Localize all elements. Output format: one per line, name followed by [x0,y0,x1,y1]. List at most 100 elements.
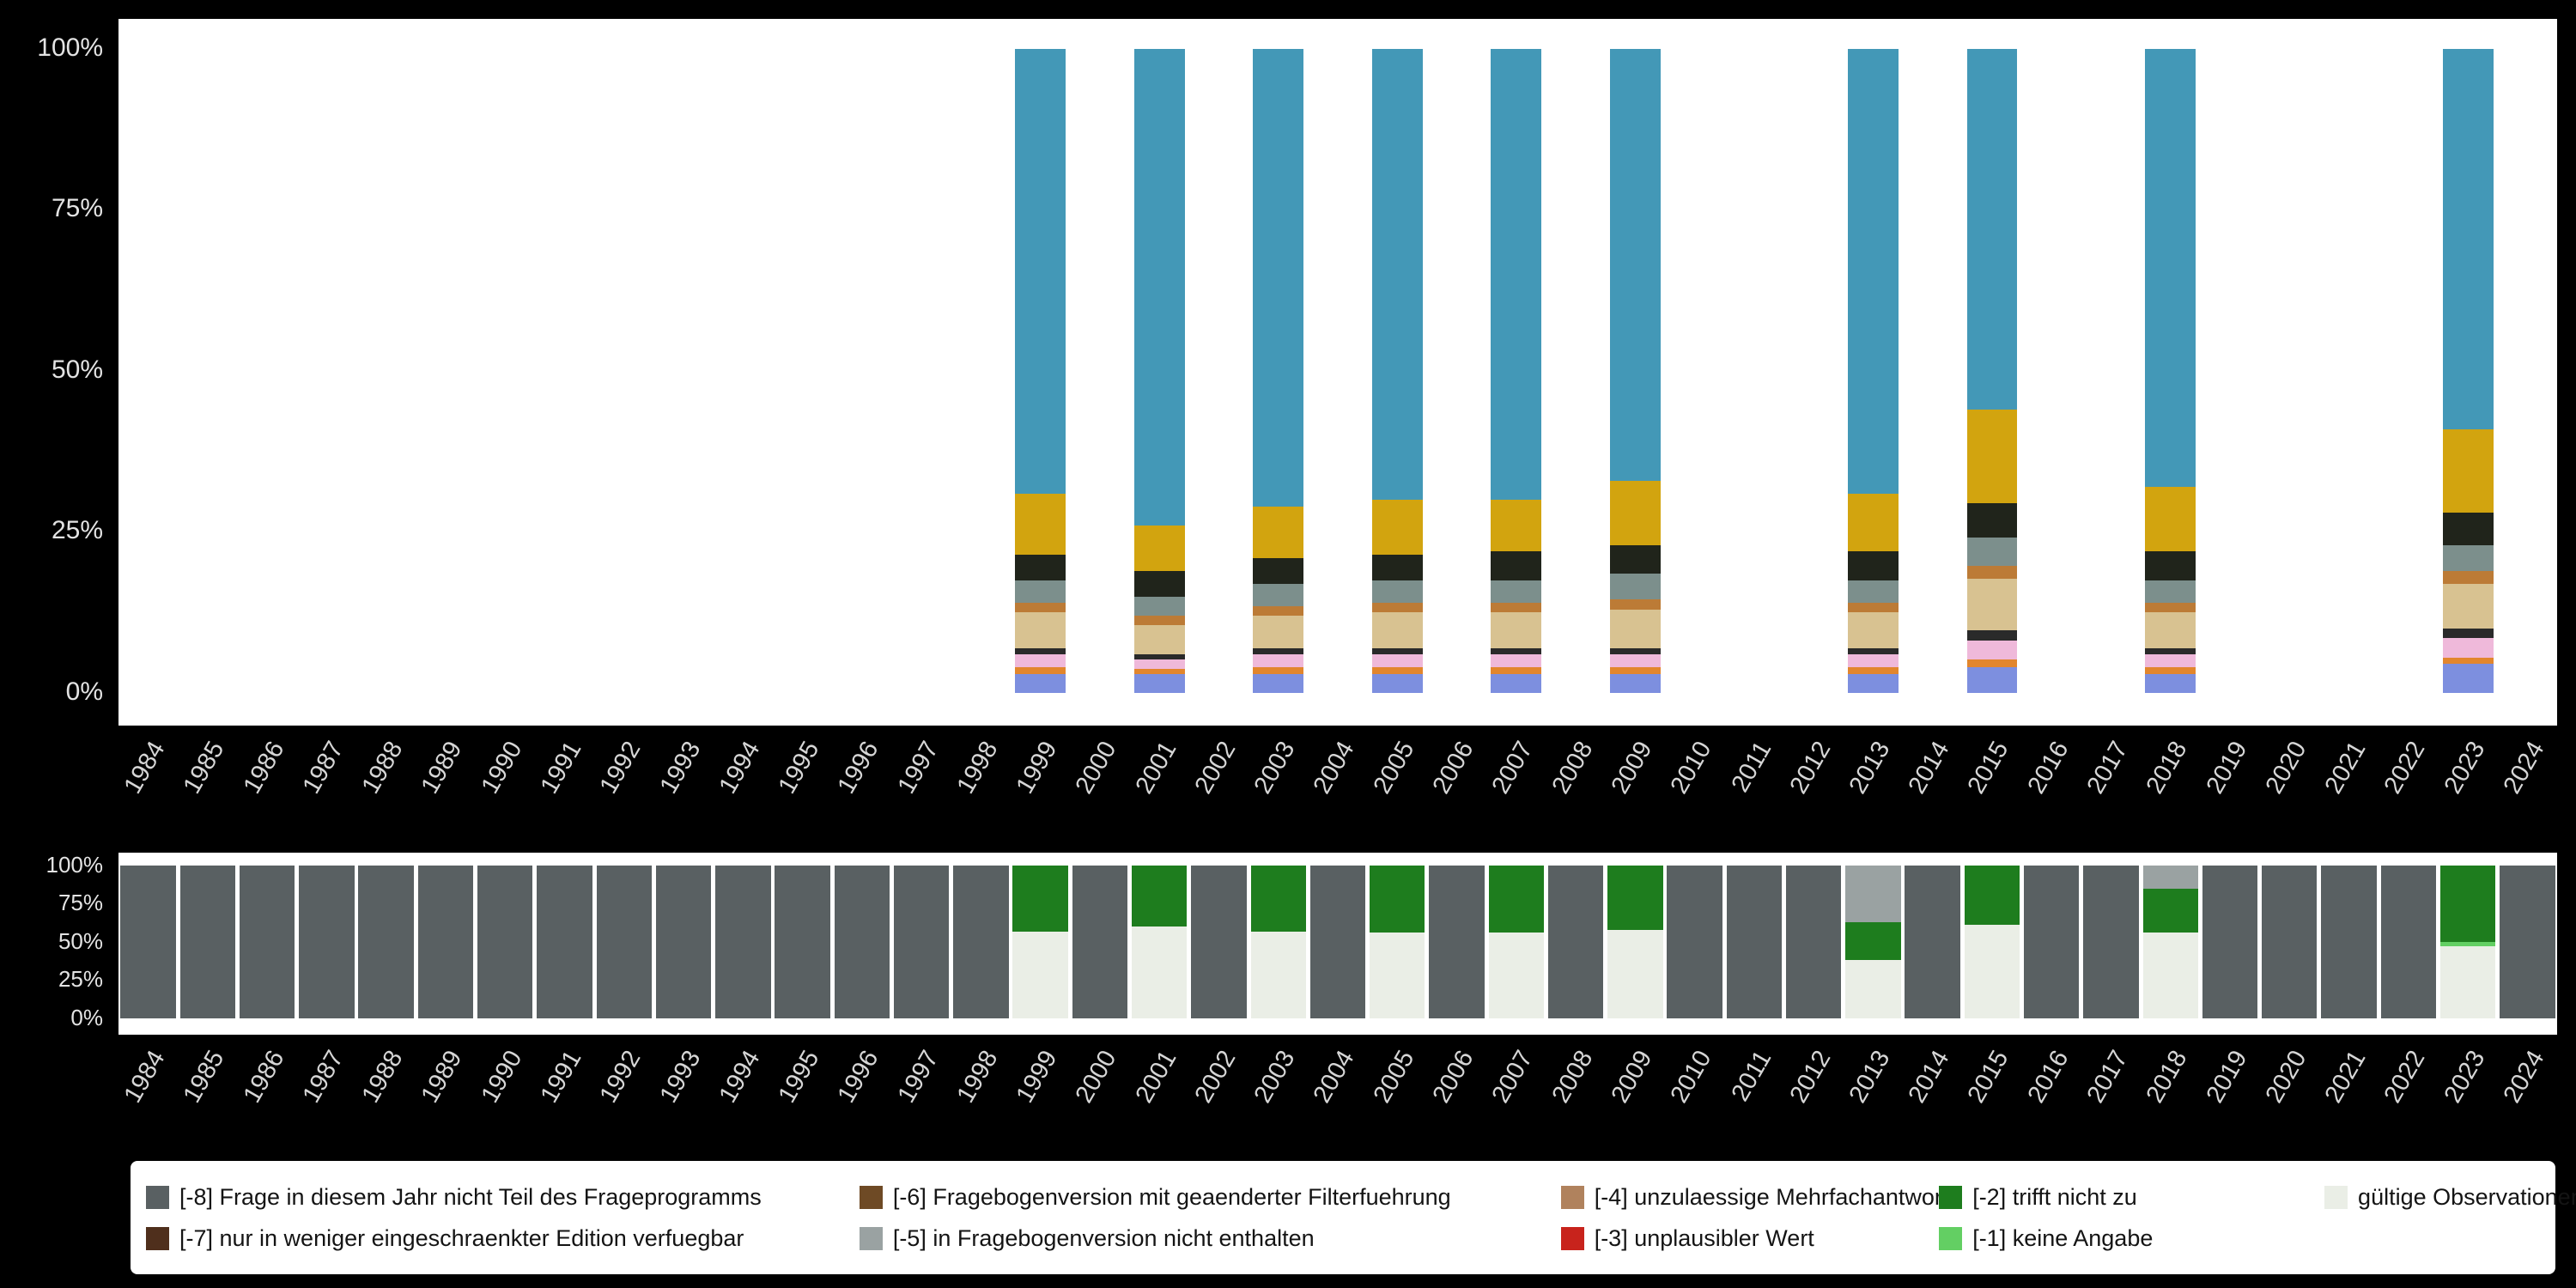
bar-segment-minus8-nicht-teil-frageprogramm [953,866,1009,1018]
x-tick-label: 1996 [832,1046,884,1108]
bar-segment-category-6 [1609,599,1661,610]
bar-segment-minus2-trifft-nicht-zu [1012,866,1068,932]
bar-segment-category-3 [1491,654,1542,667]
x-tick-label: 1988 [356,737,409,799]
x-tick-label: 2013 [1844,1046,1896,1108]
bar-segment-category-6 [1847,603,1899,613]
bar-segment-category-7 [1609,574,1661,600]
bar-segment-minus8-nicht-teil-frageprogramm [1309,866,1366,1018]
bar-segment-minus8-nicht-teil-frageprogramm [1726,866,1783,1018]
bar-segment-category-1 [1015,673,1066,693]
bar-segment-category-8 [1609,544,1661,574]
x-tick-label: 1992 [594,1046,647,1108]
x-tick-label: 2013 [1844,737,1896,799]
legend-swatch-minus2 [1939,1185,1963,1209]
legend-label: [-8] Frage in diesem Jahr nicht Teil des… [179,1183,762,1210]
bar-segment-minus8-nicht-teil-frageprogramm [2380,866,2437,1018]
bar-segment-category-3 [1966,640,2018,659]
bar-segment-category-3 [1371,654,1423,667]
bar-segment-minus1-keine-angabe [2439,942,2496,947]
bar-segment-category-7 [1491,580,1542,603]
y-tick-label: 75% [51,194,103,222]
bar-segment-category-2 [1253,667,1304,674]
x-tick-label: 2009 [1606,737,1658,799]
bar-segment-minus8-nicht-teil-frageprogramm [417,866,474,1018]
bar-segment-minus8-nicht-teil-frageprogramm [1667,866,1722,1018]
legend-swatch-minus7 [146,1226,169,1250]
x-tick-label: 1985 [178,737,230,799]
legend-label: [-5] in Fragebogenversion nicht enthalte… [892,1224,1315,1251]
x-tick-label: 1999 [1011,1046,1063,1108]
bar-segment-gueltige-observationen [1370,933,1425,1018]
bar-segment-minus8-nicht-teil-frageprogramm [893,866,950,1018]
x-tick-label: 1994 [714,1046,766,1108]
bar-segment-category-7 [1015,580,1066,603]
bar-segment-category-1 [1371,673,1423,693]
legend-label: [-3] unplausibler Wert [1594,1224,1814,1251]
legend-item-minus5: [-5] in Fragebogenversion nicht enthalte… [859,1224,1561,1252]
x-tick-label: 1993 [654,737,707,799]
bar-segment-gueltige-observationen [1845,960,1901,1018]
legend-label: [-2] trifft nicht zu [1972,1183,2137,1210]
top-chart-panel [118,19,2557,726]
x-tick-label: 1987 [297,737,349,799]
bar-segment-minus8-nicht-teil-frageprogramm [834,866,890,1018]
bar-segment-minus8-nicht-teil-frageprogramm [1905,866,1960,1018]
bar-segment-category-7 [1966,537,2018,567]
bar-segment-category-2 [1015,667,1066,674]
bar-segment-minus8-nicht-teil-frageprogramm [2024,866,2080,1018]
bar-segment-category-2 [1371,667,1423,674]
bar-segment-minus8-nicht-teil-frageprogramm [1785,866,1842,1018]
y-tick-label: 0% [70,1004,103,1030]
x-tick-label: 1995 [773,1046,825,1108]
bar-segment-category-1 [1253,673,1304,693]
bar-segment-category-10 [1847,49,1899,494]
x-tick-label: 2001 [1130,737,1182,799]
legend-swatch-minus8 [146,1185,169,1209]
bar-segment-category-3 [1253,654,1304,667]
x-tick-label: 2020 [2260,1046,2312,1108]
x-tick-label: 2005 [1368,737,1420,799]
bar-segment-category-10 [1966,49,2018,410]
bar-segment-category-10 [1015,49,1066,494]
bar-segment-category-3 [1133,659,1185,670]
x-tick-label: 1990 [476,737,528,799]
bar-segment-minus8-nicht-teil-frageprogramm [299,866,355,1018]
legend-swatch-minus6 [859,1185,883,1209]
bar-segment-category-10 [1609,49,1661,481]
x-tick-label: 2003 [1249,1046,1301,1108]
bar-segment-minus8-nicht-teil-frageprogramm [715,866,771,1018]
x-tick-label: 1997 [892,737,945,799]
x-tick-label: 2001 [1130,1046,1182,1108]
x-tick-label: 1984 [118,737,171,799]
bar-segment-category-2 [1609,667,1661,674]
bar-segment-category-8 [1015,554,1066,580]
bar-segment-category-5 [1491,612,1542,648]
x-tick-label: 2010 [1665,1046,1717,1108]
x-tick-label: 2011 [1725,737,1777,798]
bar-segment-category-9 [1491,500,1542,551]
x-tick-label: 2007 [1486,737,1539,799]
x-tick-label: 2014 [1903,1046,1955,1108]
x-tick-label: 1991 [535,737,587,799]
bar-segment-minus8-nicht-teil-frageprogramm [775,866,830,1018]
x-tick-label: 2012 [1784,737,1837,799]
x-tick-label: 2010 [1665,737,1717,799]
bottom-chart-y-axis: 100% 75% 50% 25% 0% [0,853,112,1035]
x-tick-label: 2000 [1070,1046,1122,1108]
x-tick-label: 1990 [476,1046,528,1108]
x-tick-label: 2015 [1962,737,2014,799]
bar-segment-gueltige-observationen [2142,933,2198,1018]
x-tick-label: 2008 [1546,737,1599,799]
x-tick-label: 2014 [1903,737,1955,799]
x-tick-label: 2023 [2439,737,2491,799]
top-chart-x-axis: 1984 1985 1986 1987 1988 1989 1990 1991 1992 1993… [118,729,2557,849]
legend-label: [-6] Fragebogenversion mit geaenderter F… [892,1183,1451,1210]
bar-segment-category-8 [1253,557,1304,584]
bar-segment-category-1 [1133,673,1185,693]
x-tick-label: 1998 [951,1046,1004,1108]
bar-segment-category-9 [1966,410,2018,503]
legend-swatch-minus1 [1939,1226,1963,1250]
x-tick-label: 2019 [2201,1046,2253,1108]
